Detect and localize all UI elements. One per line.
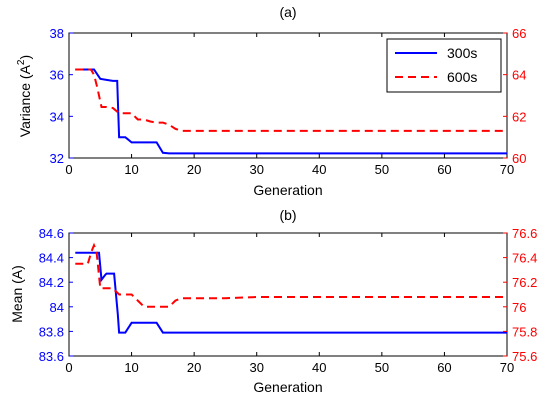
y-left-tick-label: 36 <box>50 68 64 83</box>
x-tick-label: 50 <box>375 162 389 177</box>
y-right-tick-label: 76.6 <box>512 226 537 241</box>
y-right-tick-label: 64 <box>512 68 526 83</box>
y-right-tick-label: 66 <box>512 26 526 41</box>
y-left-tick-label: 84 <box>50 300 64 315</box>
y-right-tick-label: 62 <box>512 109 526 124</box>
y-right-tick-label: 76.4 <box>512 251 537 266</box>
legend-box <box>386 38 502 93</box>
y-left-tick-label: 32 <box>50 151 64 166</box>
y-left-tick-label: 83.6 <box>39 349 64 364</box>
panel-b-axes-box <box>68 232 508 357</box>
panel-a-series <box>75 68 507 155</box>
y-right-tick-label: 76 <box>512 300 526 315</box>
x-tick-label: 60 <box>437 360 451 375</box>
panel-a-ylabel: Variance (A2) <box>16 55 33 137</box>
y-right-tick-label: 75.8 <box>512 324 537 339</box>
panel-b-ticks: 0 10 20 30 40 50 60 70 83.6 83.8 84 84.2 84.4 84.6 75.… <box>39 226 538 375</box>
x-tick-label: 40 <box>312 162 326 177</box>
series-line-300s <box>75 68 507 155</box>
x-tick-label: 0 <box>65 162 72 177</box>
panel-a-legend: 300s 600s <box>386 38 502 93</box>
y-left-tick-label: 84.2 <box>39 275 64 290</box>
panel-a-xlabel: Generation <box>253 182 322 198</box>
series-line-300s <box>75 251 507 334</box>
y-left-tick-label: 84.6 <box>39 226 64 241</box>
y-right-tick-label: 60 <box>512 151 526 166</box>
y-left-tick-label: 83.8 <box>39 324 64 339</box>
y-left-tick-label: 84.4 <box>39 251 64 266</box>
panel-b-ylabel: Mean (A) <box>9 265 25 323</box>
panel-a-title: (a) <box>279 4 296 20</box>
x-tick-label: 30 <box>249 360 263 375</box>
y-right-tick-label: 75.6 <box>512 349 537 364</box>
legend-label-300s: 300s <box>447 45 477 61</box>
y-right-tick-label: 76.2 <box>512 275 537 290</box>
panel-b: (b) 0 10 20 30 40 50 60 70 83.6 83.8 84 84.2 84.4 84.… <box>9 207 537 395</box>
panel-b-series <box>75 242 507 334</box>
legend-label-600s: 600s <box>447 69 477 85</box>
panel-b-xlabel: Generation <box>253 379 322 395</box>
x-tick-label: 70 <box>500 162 514 177</box>
x-tick-label: 10 <box>124 162 138 177</box>
x-tick-label: 20 <box>187 162 201 177</box>
x-tick-label: 10 <box>124 360 138 375</box>
x-tick-label: 30 <box>249 162 263 177</box>
x-tick-label: 20 <box>187 360 201 375</box>
y-left-tick-label: 38 <box>50 26 64 41</box>
x-tick-label: 50 <box>375 360 389 375</box>
x-tick-label: 0 <box>65 360 72 375</box>
panel-b-title: (b) <box>279 207 296 223</box>
x-tick-label: 70 <box>500 360 514 375</box>
y-left-tick-label: 34 <box>50 109 64 124</box>
series-line-600s <box>75 242 507 308</box>
x-tick-label: 60 <box>437 162 451 177</box>
x-tick-label: 40 <box>312 360 326 375</box>
